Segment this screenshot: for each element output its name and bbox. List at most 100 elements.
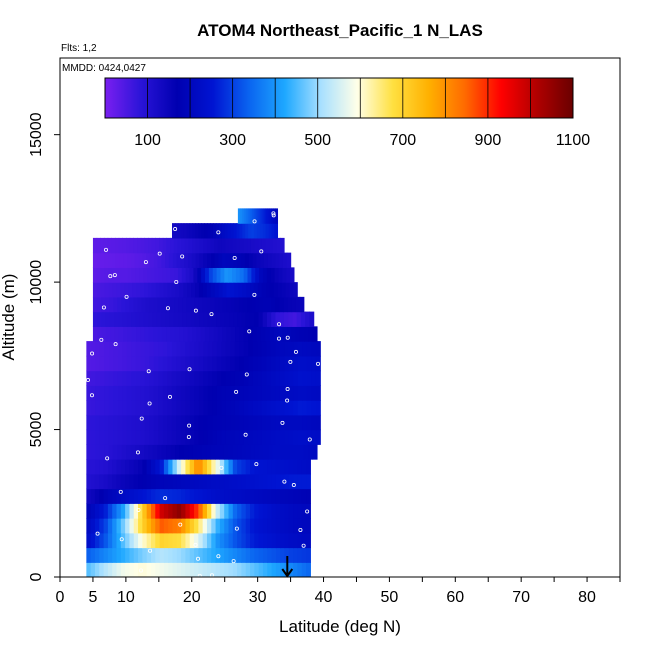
heatmap-cell [250,488,255,504]
flights-label: Flts: 1,2 [61,43,97,54]
heatmap-cell [86,429,92,445]
heatmap-cell [207,311,213,327]
heatmap-cell [275,473,281,490]
heatmap-cell [142,252,147,268]
heatmap-cell [261,429,267,445]
heatmap-cell [202,459,208,475]
heatmap-cell [230,282,235,298]
heatmap-cell [120,488,126,504]
heatmap-cell [206,503,212,519]
heatmap-cell [211,532,217,549]
sample-point [174,279,179,284]
heatmap-cell [90,562,96,577]
heatmap-cell [249,208,253,224]
heatmap-cell [143,267,148,283]
heatmap-cell [138,532,143,549]
x-tick-label: 70 [512,589,530,606]
heatmap-cell [275,341,281,357]
heatmap-cell [198,296,204,313]
sample-point [167,394,172,399]
heatmap-cell [120,459,126,475]
heatmap-cell [174,326,180,342]
heatmap-cell [250,518,255,534]
heatmap-cell [120,503,126,519]
sample-point [252,292,257,297]
heatmap-cell [279,355,285,372]
heatmap-cell [271,223,276,239]
heatmap-cell [92,326,98,342]
heatmap-cell [258,488,264,504]
heatmap-cell [140,326,146,342]
heatmap-cell [119,267,125,283]
heatmap-cell [257,282,263,298]
heatmap-cell [267,532,273,549]
heatmap-cell [144,237,149,254]
heatmap-cell [95,429,101,445]
heatmap-cell [252,341,258,357]
sample-point [143,260,148,265]
sample-point [219,465,224,470]
heatmap-cell [250,237,256,254]
heatmap-cell [265,326,271,342]
heatmap-cell [248,385,254,401]
heatmap-cell [179,282,184,298]
heatmap-cell [107,532,113,549]
heatmap-cell [210,296,216,313]
heatmap-cell [268,223,273,239]
heatmap-cell [112,444,118,460]
heatmap-cell [195,237,201,254]
heatmap-cell [263,208,267,224]
heatmap-cell [220,311,226,327]
heatmap-cell [293,429,299,445]
heatmap-cell [135,414,141,431]
heatmap-cell [140,237,145,254]
heatmap-cell [153,370,159,386]
heatmap-cell [258,518,264,534]
heatmap-cell [198,414,204,431]
sample-point [259,249,264,254]
heatmap-cell [293,282,298,298]
heatmap-cell [203,370,209,386]
heatmap-cell [94,473,100,490]
heatmap-cell [262,223,267,239]
heatmap-cell [245,488,251,504]
heatmap-cell [163,518,169,534]
heatmap-cell [172,562,178,577]
heatmap-cell [232,444,238,460]
heatmap-cell [282,267,287,283]
heatmap-cell [251,208,255,224]
heatmap-cell [172,252,178,268]
heatmap-cell [244,252,250,268]
heatmap-cell [144,385,150,401]
heatmap-cell [107,503,113,519]
heatmap-cell [242,223,246,239]
heatmap-cell [86,488,92,504]
heatmap-cell [149,341,155,357]
heatmap-cell [138,562,143,577]
heatmap-cell [216,355,222,372]
heatmap-cell [107,473,113,490]
heatmap-cell [96,252,102,268]
heatmap-cell [241,444,247,460]
heatmap-cell [232,237,237,254]
heatmap-cell [259,208,263,224]
heatmap-cell [111,252,117,268]
heatmap-cell [251,267,256,283]
heatmap-cell [163,282,169,298]
heatmap-cell [252,326,258,342]
sample-point [291,483,296,488]
heatmap-cell [170,267,175,283]
heatmap-cell [140,400,146,416]
heatmap-cell [257,385,263,401]
heatmap-cell [170,326,176,342]
heatmap-cell [237,208,241,224]
heatmap-cell [131,355,137,372]
sample-point [157,251,162,256]
heatmap-cell [297,370,303,386]
heatmap-cell [243,355,249,372]
heatmap-cell [189,429,195,445]
heatmap-cell [214,282,220,298]
heatmap-cell [192,223,197,239]
heatmap-cell [206,473,212,490]
heatmap-cell [219,532,225,549]
